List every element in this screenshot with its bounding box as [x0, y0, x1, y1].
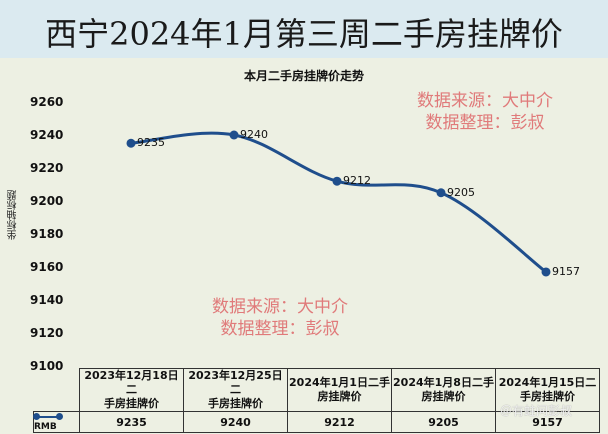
y-tick: 9220	[30, 161, 64, 175]
watermark-editor: 数据整理：彭叔	[220, 319, 340, 339]
legend-cell: RMB	[33, 411, 80, 433]
table-header-row: 2023年12月18日二 手房挂牌价 2023年12月25日二 手房挂牌价 2024…	[33, 368, 600, 412]
legend-label: RMB	[34, 422, 57, 432]
watermark-source: 数据来源：大中介	[417, 91, 553, 111]
data-point-marker	[436, 188, 446, 198]
table-cell: 9235	[79, 411, 184, 433]
watermark-top: 数据来源：大中介 数据整理：彭叔	[385, 90, 585, 134]
legend-line-marker-icon	[33, 412, 63, 420]
table-header-cell: 2024年1月1日二手 房挂牌价	[287, 368, 392, 412]
table-header-cell: 2024年1月8日二手 房挂牌价	[391, 368, 496, 412]
table-row: RMB 9235 9240 9212 9205 9157	[33, 411, 600, 433]
y-tick: 9180	[30, 227, 64, 241]
table-cell: 9205	[391, 411, 496, 433]
data-point-marker	[541, 267, 551, 277]
series-line	[130, 131, 547, 274]
y-tick: 9140	[30, 293, 64, 307]
data-point-marker	[332, 176, 342, 186]
y-tick: 9160	[30, 260, 64, 274]
credit-watermark: ＠有蛀问彭叔	[500, 404, 573, 418]
y-tick: 9240	[30, 128, 64, 142]
data-point-marker	[126, 138, 136, 148]
series-markers	[126, 130, 551, 277]
watermark-editor: 数据整理：彭叔	[425, 113, 545, 133]
table-corner	[33, 368, 80, 412]
table-header-cell: 2024年1月15日二 手房挂牌价	[495, 368, 600, 412]
data-label: 9235	[137, 136, 165, 150]
y-tick: 9260	[30, 95, 64, 109]
y-tick: 9120	[30, 326, 64, 340]
chart-title: 本月二手房挂牌价走势	[243, 69, 364, 83]
data-table: 2023年12月18日二 手房挂牌价 2023年12月25日二 手房挂牌价 2024…	[33, 368, 600, 433]
table-cell: 9212	[287, 411, 392, 433]
data-label: 9205	[447, 185, 475, 199]
title-band	[0, 0, 608, 58]
table-cell: 9157	[495, 411, 600, 433]
table-header-cell: 2023年12月18日二 手房挂牌价	[79, 368, 184, 412]
data-label: 9240	[240, 128, 268, 141]
y-tick: 9200	[30, 194, 64, 208]
data-label: 9212	[343, 174, 371, 188]
watermark-middle: 数据来源：大中介 数据整理：彭叔	[180, 296, 380, 340]
page-title: 西宁2024年1月第三周二手房挂牌价	[45, 15, 563, 53]
table-cell: 9240	[183, 411, 288, 433]
watermark-source: 数据来源：大中介	[212, 297, 348, 317]
table-header-cell: 2023年12月25日二 手房挂牌价	[183, 368, 288, 412]
data-label: 9157	[552, 264, 580, 278]
data-point-marker	[229, 130, 239, 140]
